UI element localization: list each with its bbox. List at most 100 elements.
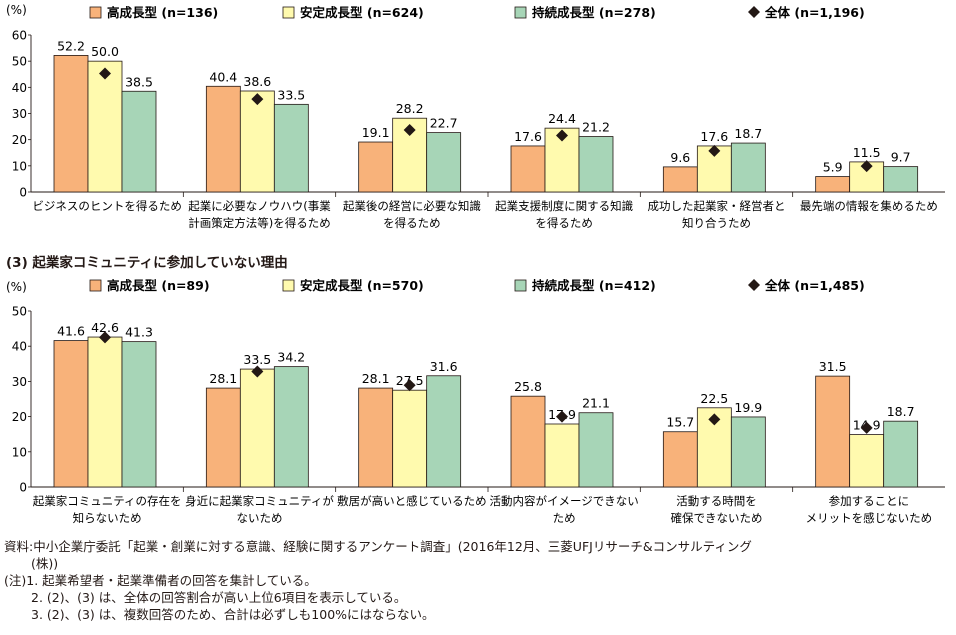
y-tick-label: 40 <box>12 340 27 354</box>
data-label: 18.7 <box>734 126 762 141</box>
x-category-label: 身近に起業家コミュニティが <box>185 494 334 508</box>
note-3: 3. (2)、(3) は、複数回答のため、合計は必ずしも100%にはならない。 <box>31 607 435 622</box>
legend-swatch-2 <box>282 279 295 292</box>
data-label: 18.7 <box>887 404 915 419</box>
bar-3 <box>578 412 614 488</box>
bar-2 <box>87 336 123 488</box>
data-label: 52.2 <box>57 38 85 53</box>
x-category-label: 敷居が高いと感じているため <box>337 494 487 508</box>
x-category-label: 活動内容がイメージできない <box>490 494 639 508</box>
data-label: 22.7 <box>430 116 458 131</box>
x-category-label: 起業支援制度に関する知識 <box>495 199 633 213</box>
bar-1 <box>662 166 698 193</box>
bar-3 <box>426 132 462 193</box>
overall-marker <box>251 93 264 106</box>
bar-3 <box>730 416 766 488</box>
y-tick-label: 0 <box>19 186 27 200</box>
bar-2 <box>849 434 885 488</box>
overall-marker <box>556 129 568 142</box>
legend-diamond-marker <box>748 279 760 291</box>
legend-swatch-2 <box>282 6 295 19</box>
y-tick-label: 10 <box>12 159 27 173</box>
x-category-label: 知らないため <box>73 511 142 525</box>
data-label: 28.1 <box>362 371 390 386</box>
bar-1 <box>815 176 851 193</box>
x-category-label: 成功した起業家・経営者と <box>648 199 786 213</box>
data-label: 24.4 <box>548 111 576 126</box>
bar-1 <box>205 387 241 488</box>
x-category-label: 参加することに <box>829 494 910 508</box>
bar-3 <box>730 142 766 193</box>
data-label: 41.6 <box>57 324 85 339</box>
overall-marker <box>99 331 111 344</box>
chart-2: (%) 高成長型 (n=89) 安定成長型 (n=570) 持続成長型 (n=412)… <box>6 278 945 525</box>
note-1: (注)1. 起業希望者・起業準備者の回答を集計している。 <box>4 573 317 588</box>
x-category-label: ないため <box>237 511 283 525</box>
overall-marker <box>556 410 568 423</box>
x-category-label: 知り合うため <box>682 216 751 230</box>
data-label: 41.3 <box>125 325 153 340</box>
bar-3 <box>121 90 157 193</box>
bar-3 <box>426 375 462 488</box>
x-category-label: 起業に必要なノウハウ(事業 <box>188 199 331 213</box>
data-label: 9.6 <box>670 150 690 165</box>
overall-marker <box>403 379 416 392</box>
y-tick-label: 20 <box>12 410 27 424</box>
bar-1 <box>510 145 546 193</box>
data-label: 50.0 <box>91 44 119 59</box>
source-note: 資料:中小企業庁委託「起業・創業に対する意識、経験に関するアンケート調査」(20… <box>4 539 752 554</box>
data-label: 38.5 <box>125 74 153 89</box>
x-category-label: 最先端の情報を集めるため <box>800 199 938 213</box>
legend-label-1: 高成長型 (n=89) <box>107 278 210 293</box>
legend-label-2: 安定成長型 (n=624) <box>300 5 424 20</box>
bar-1 <box>53 55 89 193</box>
data-label: 17.6 <box>700 129 728 144</box>
data-label: 5.9 <box>823 160 843 175</box>
x-category-label: ビジネスのヒントを得るため <box>32 199 182 213</box>
legend-label-4: 全体 (n=1,485) <box>764 278 865 293</box>
overall-marker <box>708 144 721 157</box>
x-category-label: メリットを感じないため <box>806 511 933 525</box>
x-category-label: 活動する時間を <box>676 494 757 508</box>
y-tick-label: 30 <box>12 375 27 389</box>
bar-3 <box>273 103 309 193</box>
x-category-label: 起業後の経営に必要な知識 <box>343 199 481 213</box>
note-2: 2. (2)、(3) は、全体の回答割合が高い上位6項目を表示している。 <box>31 590 407 605</box>
legend-label-3: 持続成長型 (n=278) <box>532 5 656 20</box>
bar-1 <box>510 395 546 488</box>
overall-marker <box>860 421 873 434</box>
data-label: 19.9 <box>734 400 762 415</box>
overall-marker <box>251 365 264 378</box>
x-category-label: 確保できないため <box>671 511 763 525</box>
data-label: 15.7 <box>666 415 694 430</box>
overall-marker <box>99 67 111 80</box>
legend-swatch-3 <box>514 6 527 19</box>
data-label: 19.1 <box>362 125 390 140</box>
overall-marker <box>708 413 721 426</box>
bar-2 <box>544 423 580 488</box>
data-label: 33.5 <box>277 87 305 102</box>
data-label: 40.4 <box>209 69 237 84</box>
bar-2 <box>87 60 123 193</box>
y-tick-label: 20 <box>12 133 27 147</box>
data-label: 17.6 <box>514 129 542 144</box>
data-label: 38.6 <box>243 74 271 89</box>
notes: 資料:中小企業庁委託「起業・創業に対する意識、経験に関するアンケート調査」(20… <box>4 538 954 623</box>
data-label: 25.8 <box>514 379 542 394</box>
legend-swatch-1 <box>89 6 102 19</box>
x-category-label: を得るため <box>535 216 593 230</box>
data-label: 33.5 <box>243 352 271 367</box>
bar-3 <box>121 341 157 488</box>
source-note-continued: (株)) <box>31 556 59 571</box>
bar-1 <box>53 340 89 488</box>
bar-2 <box>239 90 275 193</box>
bar-1 <box>358 141 394 193</box>
bar-2 <box>392 389 428 488</box>
legend-label-1: 高成長型 (n=136) <box>107 5 218 20</box>
y-unit-label: (%) <box>6 280 27 294</box>
data-label: 9.7 <box>891 150 911 165</box>
data-label: 21.2 <box>582 120 610 135</box>
section-title: (3) 起業家コミュニティに参加していない理由 <box>6 254 288 271</box>
legend-label-3: 持続成長型 (n=412) <box>532 278 656 293</box>
